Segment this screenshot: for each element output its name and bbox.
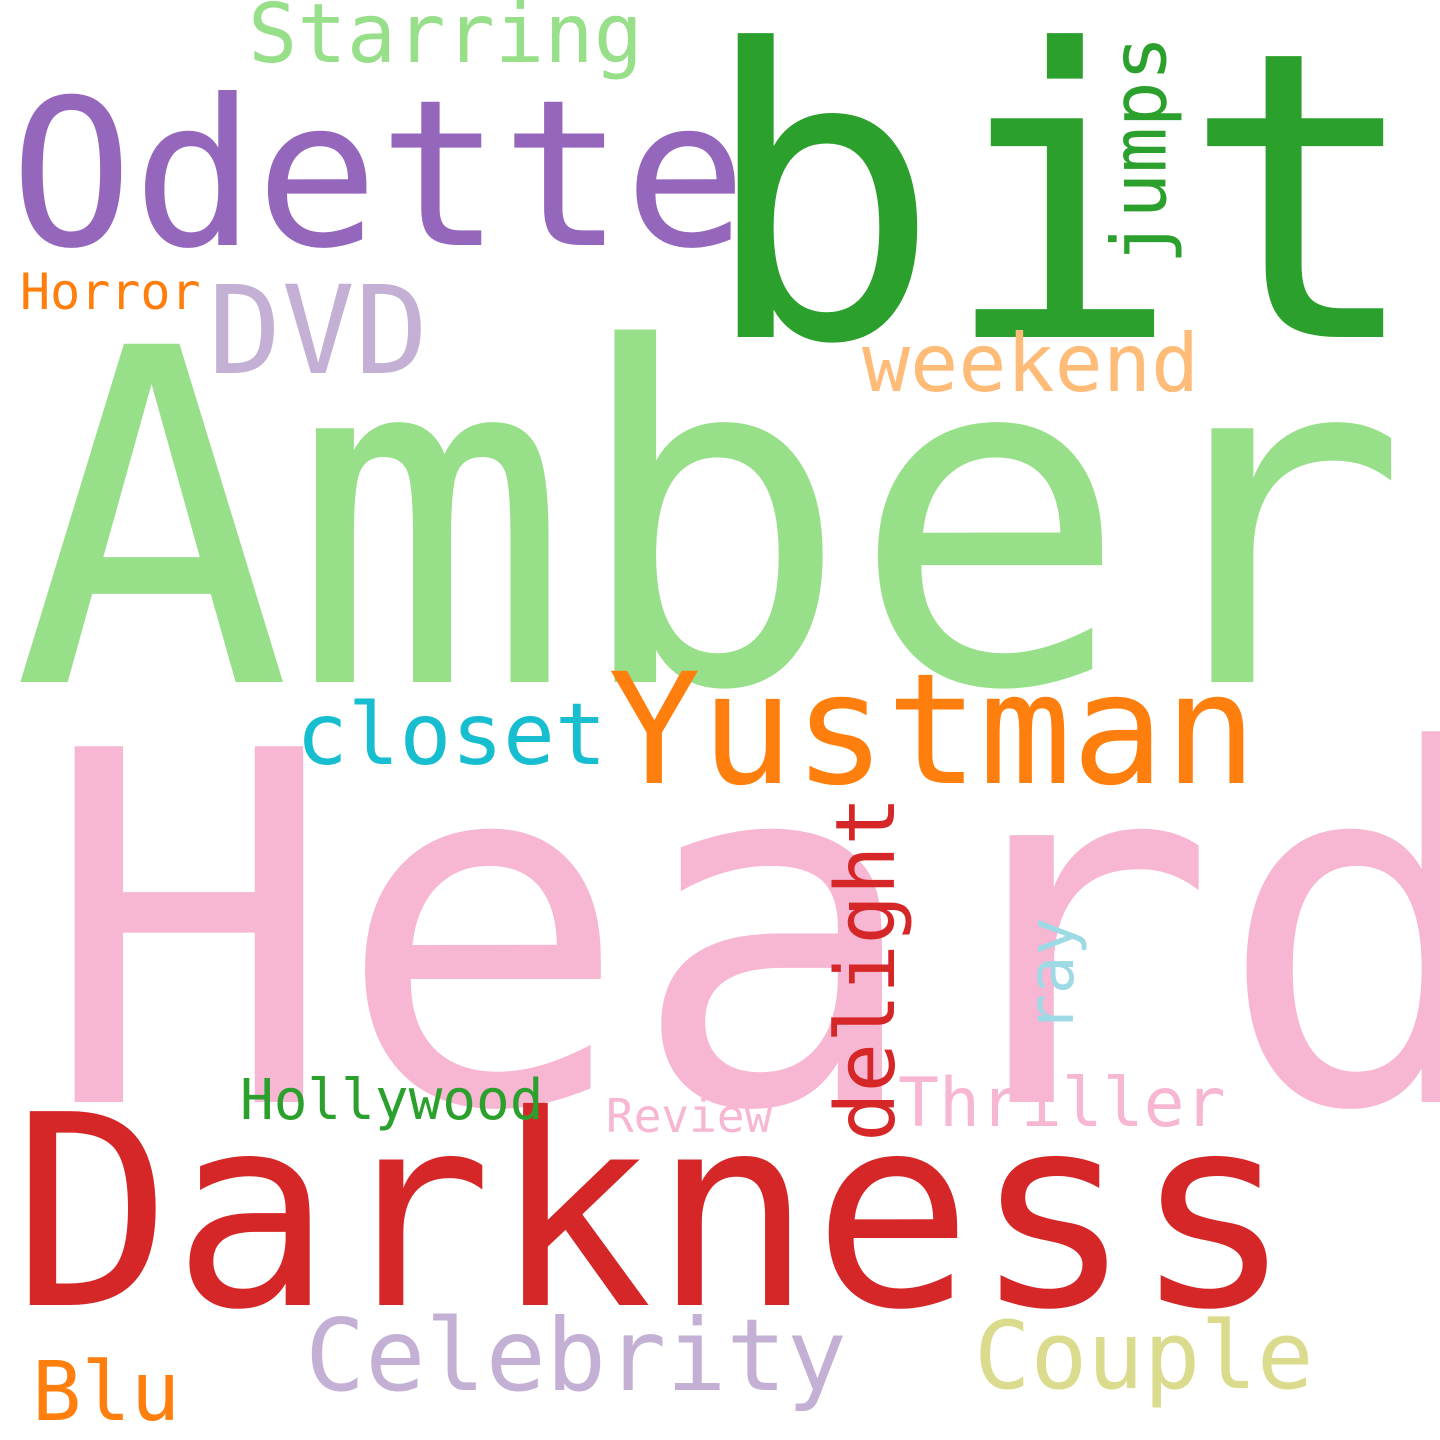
- word-horror: Horror: [20, 263, 201, 321]
- word-odette: Odette: [10, 57, 747, 294]
- word-weekend: weekend: [862, 317, 1200, 410]
- word-celebrity: Celebrity: [305, 1297, 847, 1414]
- word-dvd: DVD: [208, 260, 429, 402]
- word-ray: ray: [1014, 917, 1089, 1033]
- word-bit: bit: [700, 0, 1423, 432]
- word-yustman: Yustman: [608, 641, 1258, 820]
- word-closet: closet: [296, 685, 607, 785]
- word-starring: Starring: [248, 0, 643, 82]
- word-amber: Amber: [12, 252, 1409, 792]
- word-delight: delight: [818, 796, 914, 1142]
- word-heard: Heard: [42, 650, 1440, 1218]
- word-couple: Couple: [974, 1302, 1314, 1411]
- word-hollywood: Hollywood: [240, 1068, 544, 1133]
- word-review: Review: [606, 1089, 773, 1143]
- word-darkness: Darkness: [12, 1058, 1294, 1368]
- word-thriller: Thriller: [898, 1064, 1226, 1143]
- word-jumps: jumps: [1094, 35, 1184, 265]
- word-blu: Blu: [32, 1345, 181, 1440]
